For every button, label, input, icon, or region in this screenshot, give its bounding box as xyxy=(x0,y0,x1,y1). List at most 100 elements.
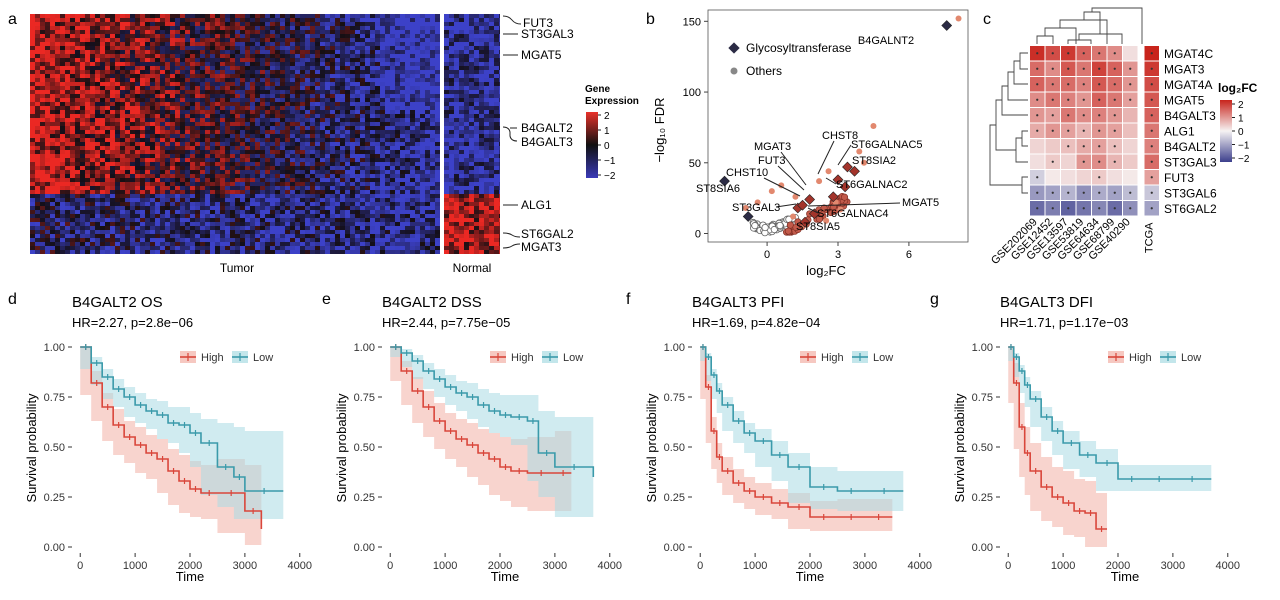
heatmap-cell xyxy=(160,110,165,114)
heatmap-cell xyxy=(245,130,250,134)
heatmap-cell xyxy=(230,142,235,146)
heatmap-cell xyxy=(100,142,105,146)
heatmap-cell xyxy=(120,118,125,122)
heatmap-cell xyxy=(230,206,235,210)
heatmap-cell xyxy=(155,222,160,226)
heatmap-cell xyxy=(155,162,160,166)
heatmap-cell xyxy=(360,150,365,154)
heatmap-cell xyxy=(150,198,155,202)
heatmap-cell xyxy=(335,118,340,122)
heatmap-cell xyxy=(210,230,215,234)
heatmap-cell xyxy=(110,158,115,162)
heatmap-cell xyxy=(310,110,315,114)
heatmap-cell xyxy=(180,102,185,106)
heatmap-cell xyxy=(315,246,320,250)
heatmap-cell xyxy=(385,166,390,170)
heatmap-cell xyxy=(265,126,270,130)
heatmap-cell xyxy=(200,242,205,246)
heatmap-cell xyxy=(120,150,125,154)
heatmap-cell xyxy=(175,122,180,126)
heatmap-cell xyxy=(190,90,195,94)
heatmap-cell xyxy=(125,162,130,166)
heatmap-cell xyxy=(400,246,405,250)
heatmap-cell xyxy=(190,202,195,206)
heatmap-cell xyxy=(150,142,155,146)
heatmap-cell xyxy=(290,174,295,178)
heatmap-cell xyxy=(390,82,395,86)
heatmap-cell xyxy=(305,242,310,246)
heatmap-cell xyxy=(350,54,355,58)
heatmap-cell xyxy=(330,18,335,22)
heatmap-cell xyxy=(330,190,335,194)
heatmap-cell xyxy=(45,150,50,154)
heatmap-cell xyxy=(320,122,325,126)
heatmap-cell xyxy=(320,66,325,70)
heatmap-cell xyxy=(375,246,380,250)
heatmap-cell xyxy=(145,222,150,226)
heatmap-cell xyxy=(165,146,170,150)
heatmap-cell xyxy=(380,190,385,194)
heatmap-cell xyxy=(350,146,355,150)
heatmap-cell xyxy=(60,154,65,158)
heatmap-cell xyxy=(110,150,115,154)
heatmap-cell xyxy=(45,182,50,186)
heatmap-cell xyxy=(50,166,55,170)
heatmap-cell xyxy=(395,150,400,154)
heatmap-cell xyxy=(320,18,325,22)
heatmap-cell xyxy=(245,242,250,246)
heatmap-cell xyxy=(355,30,360,34)
heatmap-cell xyxy=(225,46,230,50)
heatmap-cell xyxy=(80,210,85,214)
heatmap-cell xyxy=(150,186,155,190)
heatmap-cell xyxy=(230,234,235,238)
heatmap-cell xyxy=(275,106,280,110)
heatmap-cell xyxy=(350,234,355,238)
heatmap-cell xyxy=(150,86,155,90)
heatmap-cell xyxy=(50,42,55,46)
heatmap-cell xyxy=(230,198,235,202)
heatmap-cell xyxy=(215,194,220,198)
heatmap-cell xyxy=(355,250,360,254)
heatmap-cell xyxy=(350,58,355,62)
heatmap-cell xyxy=(325,170,330,174)
heatmap-cell xyxy=(435,102,440,106)
heatmap-cell xyxy=(240,54,245,58)
heatmap-cell xyxy=(395,174,400,178)
heatmap-cell xyxy=(70,238,75,242)
heatmap-cell xyxy=(60,126,65,130)
heatmap-cell xyxy=(165,70,170,74)
heatmap-cell xyxy=(165,34,170,38)
heatmap-cell xyxy=(175,162,180,166)
heatmap-cell xyxy=(70,126,75,130)
heatmap-cell xyxy=(235,90,240,94)
heatmap-cell xyxy=(75,94,80,98)
heatmap-cell xyxy=(240,62,245,66)
heatmap-cell xyxy=(330,202,335,206)
heatmap-cell xyxy=(45,34,50,38)
heatmap-cell xyxy=(55,70,60,74)
heatmap-cell xyxy=(155,146,160,150)
heatmap-cell xyxy=(420,250,425,254)
heatmap-cell xyxy=(430,186,435,190)
heatmap-cell xyxy=(135,194,140,198)
heatmap-cell xyxy=(350,86,355,90)
heatmap-cell xyxy=(45,114,50,118)
heatmap-cell xyxy=(355,174,360,178)
heatmap-cell xyxy=(110,242,115,246)
heatmap-cell xyxy=(235,58,240,62)
heatmap-cell xyxy=(245,150,250,154)
heatmap-cell xyxy=(105,74,110,78)
heatmap-cell xyxy=(45,138,50,142)
heatmap-cell xyxy=(250,114,255,118)
heatmap-cell xyxy=(275,190,280,194)
heatmap-cell xyxy=(320,174,325,178)
heatmap-cell xyxy=(425,66,430,70)
heatmap-cell xyxy=(395,222,400,226)
heatmap-cell xyxy=(335,82,340,86)
heatmap-cell xyxy=(180,218,185,222)
heatmap-cell xyxy=(180,126,185,130)
heatmap-cell xyxy=(115,110,120,114)
heatmap-cell xyxy=(479,30,484,34)
heatmap-cell xyxy=(290,130,295,134)
heatmap-cell xyxy=(345,246,350,250)
